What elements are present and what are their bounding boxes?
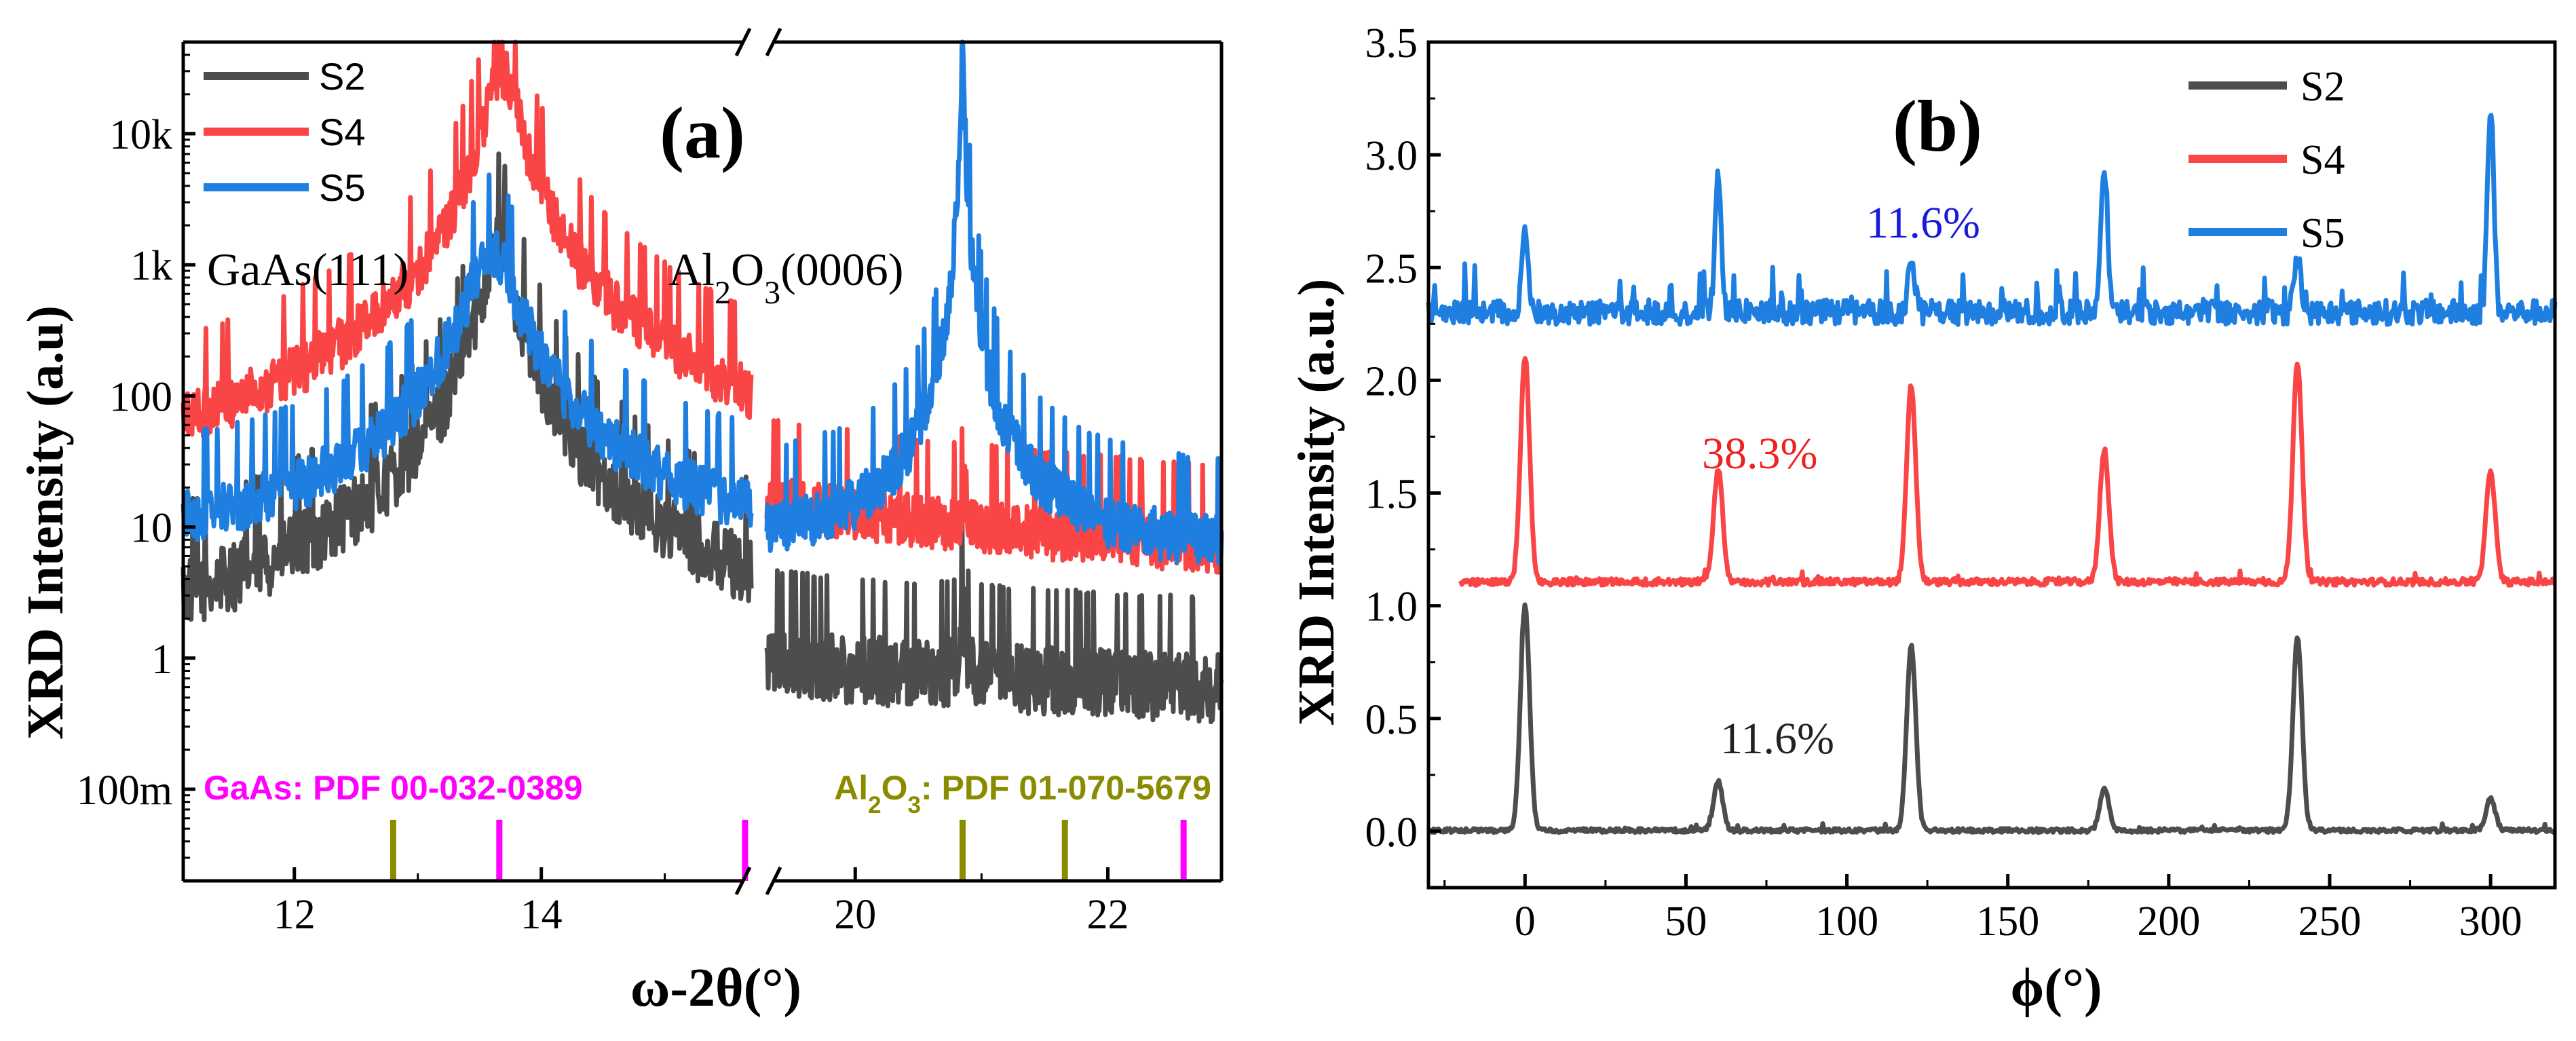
x-tick-label: 0 — [1515, 898, 1536, 945]
series-s2-line — [1427, 602, 2556, 835]
legend-label-s5: S5 — [319, 166, 366, 209]
legend-label-s2: S2 — [319, 55, 366, 98]
y-tick-label: 2.5 — [1365, 246, 1418, 292]
panel-label-b: (b) — [1893, 86, 1982, 167]
y-tick-label: 3.0 — [1365, 133, 1418, 179]
panel-b-tick-labels: 0.0 0.5 1.0 1.5 2.0 2.5 3.0 3.5 0 50 100 150 200 250 3… — [1365, 20, 2522, 945]
x-tick-label: 20 — [834, 892, 876, 938]
y-tick-label: 1k — [130, 243, 172, 289]
annotation-s2-percent: 11.6% — [1720, 714, 1834, 763]
series-s5-line — [181, 172, 754, 542]
y-tick-label: 1.5 — [1365, 472, 1418, 518]
annotation-al2o3-0006: Al2O3(0006) — [668, 244, 903, 311]
panel-a-y-axis-label: XRD Intensity (a.u) — [17, 305, 74, 740]
panel-a-series-group — [181, 39, 1224, 725]
panel-b-y-axis-label: XRD Intensity (a.u.) — [1288, 279, 1345, 726]
panel-b-series-group — [1426, 113, 2558, 835]
panel-label-a: (a) — [660, 93, 745, 174]
legend-label-s4: S4 — [319, 111, 366, 153]
x-tick-label: 14 — [520, 892, 563, 938]
panel-a-annotations: (a) GaAs(111) Al2O3(0006) GaAs: PDF 00-032-… — [204, 93, 1211, 818]
panel-a-legend: S2 S4 S5 — [204, 55, 366, 209]
x-tick-label: 150 — [1976, 898, 2039, 945]
annotation-gaas-pdf: GaAs: PDF 00-032-0389 — [204, 769, 583, 807]
panel-a-x-axis-label: ω-2θ(°) — [630, 958, 801, 1018]
axis-break-mark — [765, 866, 782, 896]
y-tick-label: 3.5 — [1365, 20, 1418, 67]
x-tick-label: 22 — [1087, 892, 1129, 938]
legend-label-s4: S4 — [2300, 137, 2345, 183]
legend-label-s5: S5 — [2300, 210, 2345, 257]
y-tick-label: 1 — [151, 637, 172, 683]
x-tick-label: 50 — [1665, 898, 1707, 945]
annotation-gaas-111: GaAs(111) — [207, 244, 409, 295]
legend-label-s2: S2 — [2300, 64, 2345, 110]
panel-b-axes — [1426, 40, 2557, 890]
y-tick-label: 10 — [130, 506, 172, 552]
annotation-s4-percent: 38.3% — [1702, 429, 1817, 478]
y-tick-label: 2.0 — [1365, 358, 1418, 404]
x-tick-label: 100 — [1815, 898, 1878, 945]
series-s4-line — [181, 39, 754, 439]
x-tick-label: 12 — [273, 892, 316, 938]
y-tick-label: 0.0 — [1365, 810, 1418, 856]
y-tick-label: 1.0 — [1365, 584, 1418, 630]
x-tick-label: 200 — [2137, 898, 2200, 945]
x-tick-label: 300 — [2459, 898, 2522, 945]
plot-frame — [1426, 40, 2557, 890]
series-s5-line — [1426, 113, 2558, 327]
annotation-s5-percent: 11.6% — [1866, 198, 1980, 248]
y-tick-label: 0.5 — [1365, 697, 1418, 743]
series-s4-line — [1458, 356, 2557, 588]
y-tick-label: 10k — [109, 112, 172, 158]
panel-b-legend: S2 S4 S5 — [2189, 64, 2345, 257]
axis-break-mark — [765, 27, 782, 57]
series-s2-line — [764, 500, 1224, 725]
axis-break-mark — [734, 27, 752, 57]
panel-a-reference-lines — [390, 820, 1187, 881]
panel-b-phi-scan-plot: 0.0 0.5 1.0 1.5 2.0 2.5 3.0 3.5 0 50 100 150 200 250 3… — [1288, 20, 2558, 1018]
y-tick-label: 100 — [109, 374, 172, 420]
panel-b-x-axis-label: ϕ(°) — [2010, 958, 2102, 1018]
series-s5-line — [764, 39, 1224, 566]
panel-a-axes — [181, 27, 1224, 896]
panel-a-omega-2theta-plot: 100m 1 10 100 1k 10k 12 14 20 22 S2 S4 S5 (a) GaAs(1… — [17, 27, 1224, 1018]
annotation-al2o3-pdf: Al2O3: PDF 01-070-5679 — [834, 769, 1211, 818]
panel-a-tick-labels: 100m 1 10 100 1k 10k 12 14 20 22 — [77, 112, 1129, 938]
panel-b-annotations: (b) 11.6% 38.3% 11.6% — [1702, 86, 1982, 763]
x-tick-label: 250 — [2298, 898, 2362, 945]
axis-break-mark — [734, 866, 752, 896]
y-tick-label: 100m — [77, 768, 172, 814]
